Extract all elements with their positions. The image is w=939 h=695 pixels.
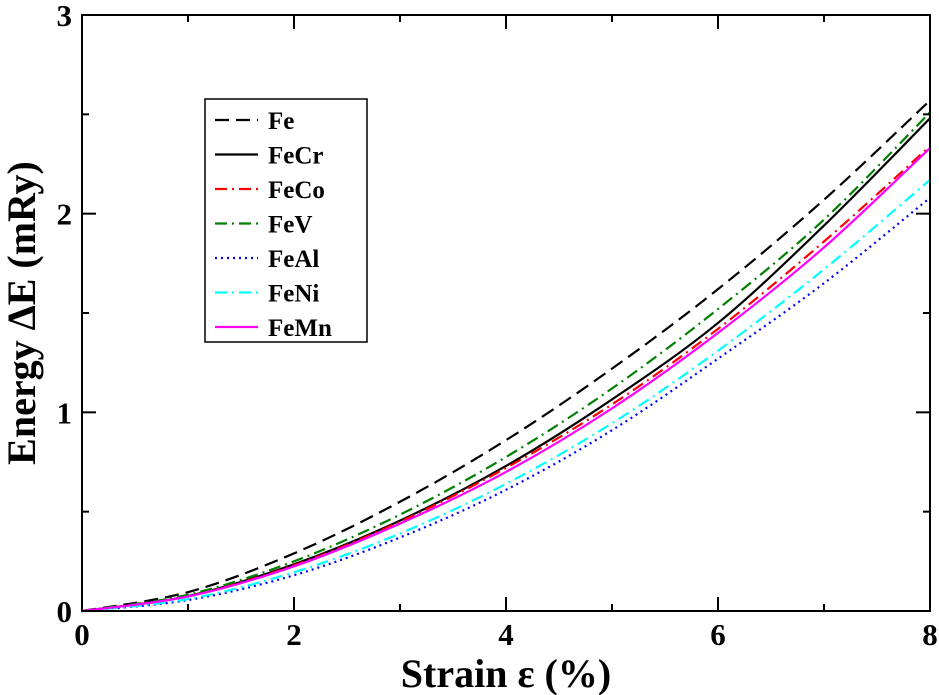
x-tick-label: 6 [710, 617, 726, 652]
legend-label-fecr: FeCr [268, 143, 324, 170]
y-tick-label: 1 [57, 395, 73, 430]
legend-label-fev: FeV [268, 212, 312, 239]
x-tick-label: 4 [498, 617, 514, 652]
x-tick-label: 2 [286, 617, 302, 652]
y-axis-title: Energy ΔE (mRy) [0, 161, 44, 465]
legend: Fe FeCr FeCo FeV FeAl FeNi FeMn [204, 98, 368, 343]
legend-label-feal: FeAl [268, 246, 319, 273]
series-line-feni [81, 179, 931, 613]
series-line-fev [81, 111, 931, 613]
x-tick-label: 0 [74, 617, 90, 652]
series-layer [81, 99, 931, 613]
legend-label-feni: FeNi [268, 281, 319, 308]
x-tick-label: 8 [922, 617, 938, 652]
series-line-fe [81, 99, 931, 613]
series-line-femn [81, 147, 931, 613]
y-tick-label: 0 [57, 594, 73, 629]
y-tick-label: 3 [57, 0, 73, 33]
legend-label-femn: FeMn [268, 315, 332, 342]
y-tick-label: 2 [57, 197, 73, 232]
legend-box [204, 98, 368, 343]
series-line-feal [81, 196, 931, 613]
tick-layer: 0 2 4 6 8 0 1 2 3 [57, 0, 938, 652]
legend-label-feco: FeCo [268, 177, 325, 204]
x-axis-title: Strain ε (%) [401, 651, 611, 695]
legend-label-fe: Fe [268, 108, 294, 135]
